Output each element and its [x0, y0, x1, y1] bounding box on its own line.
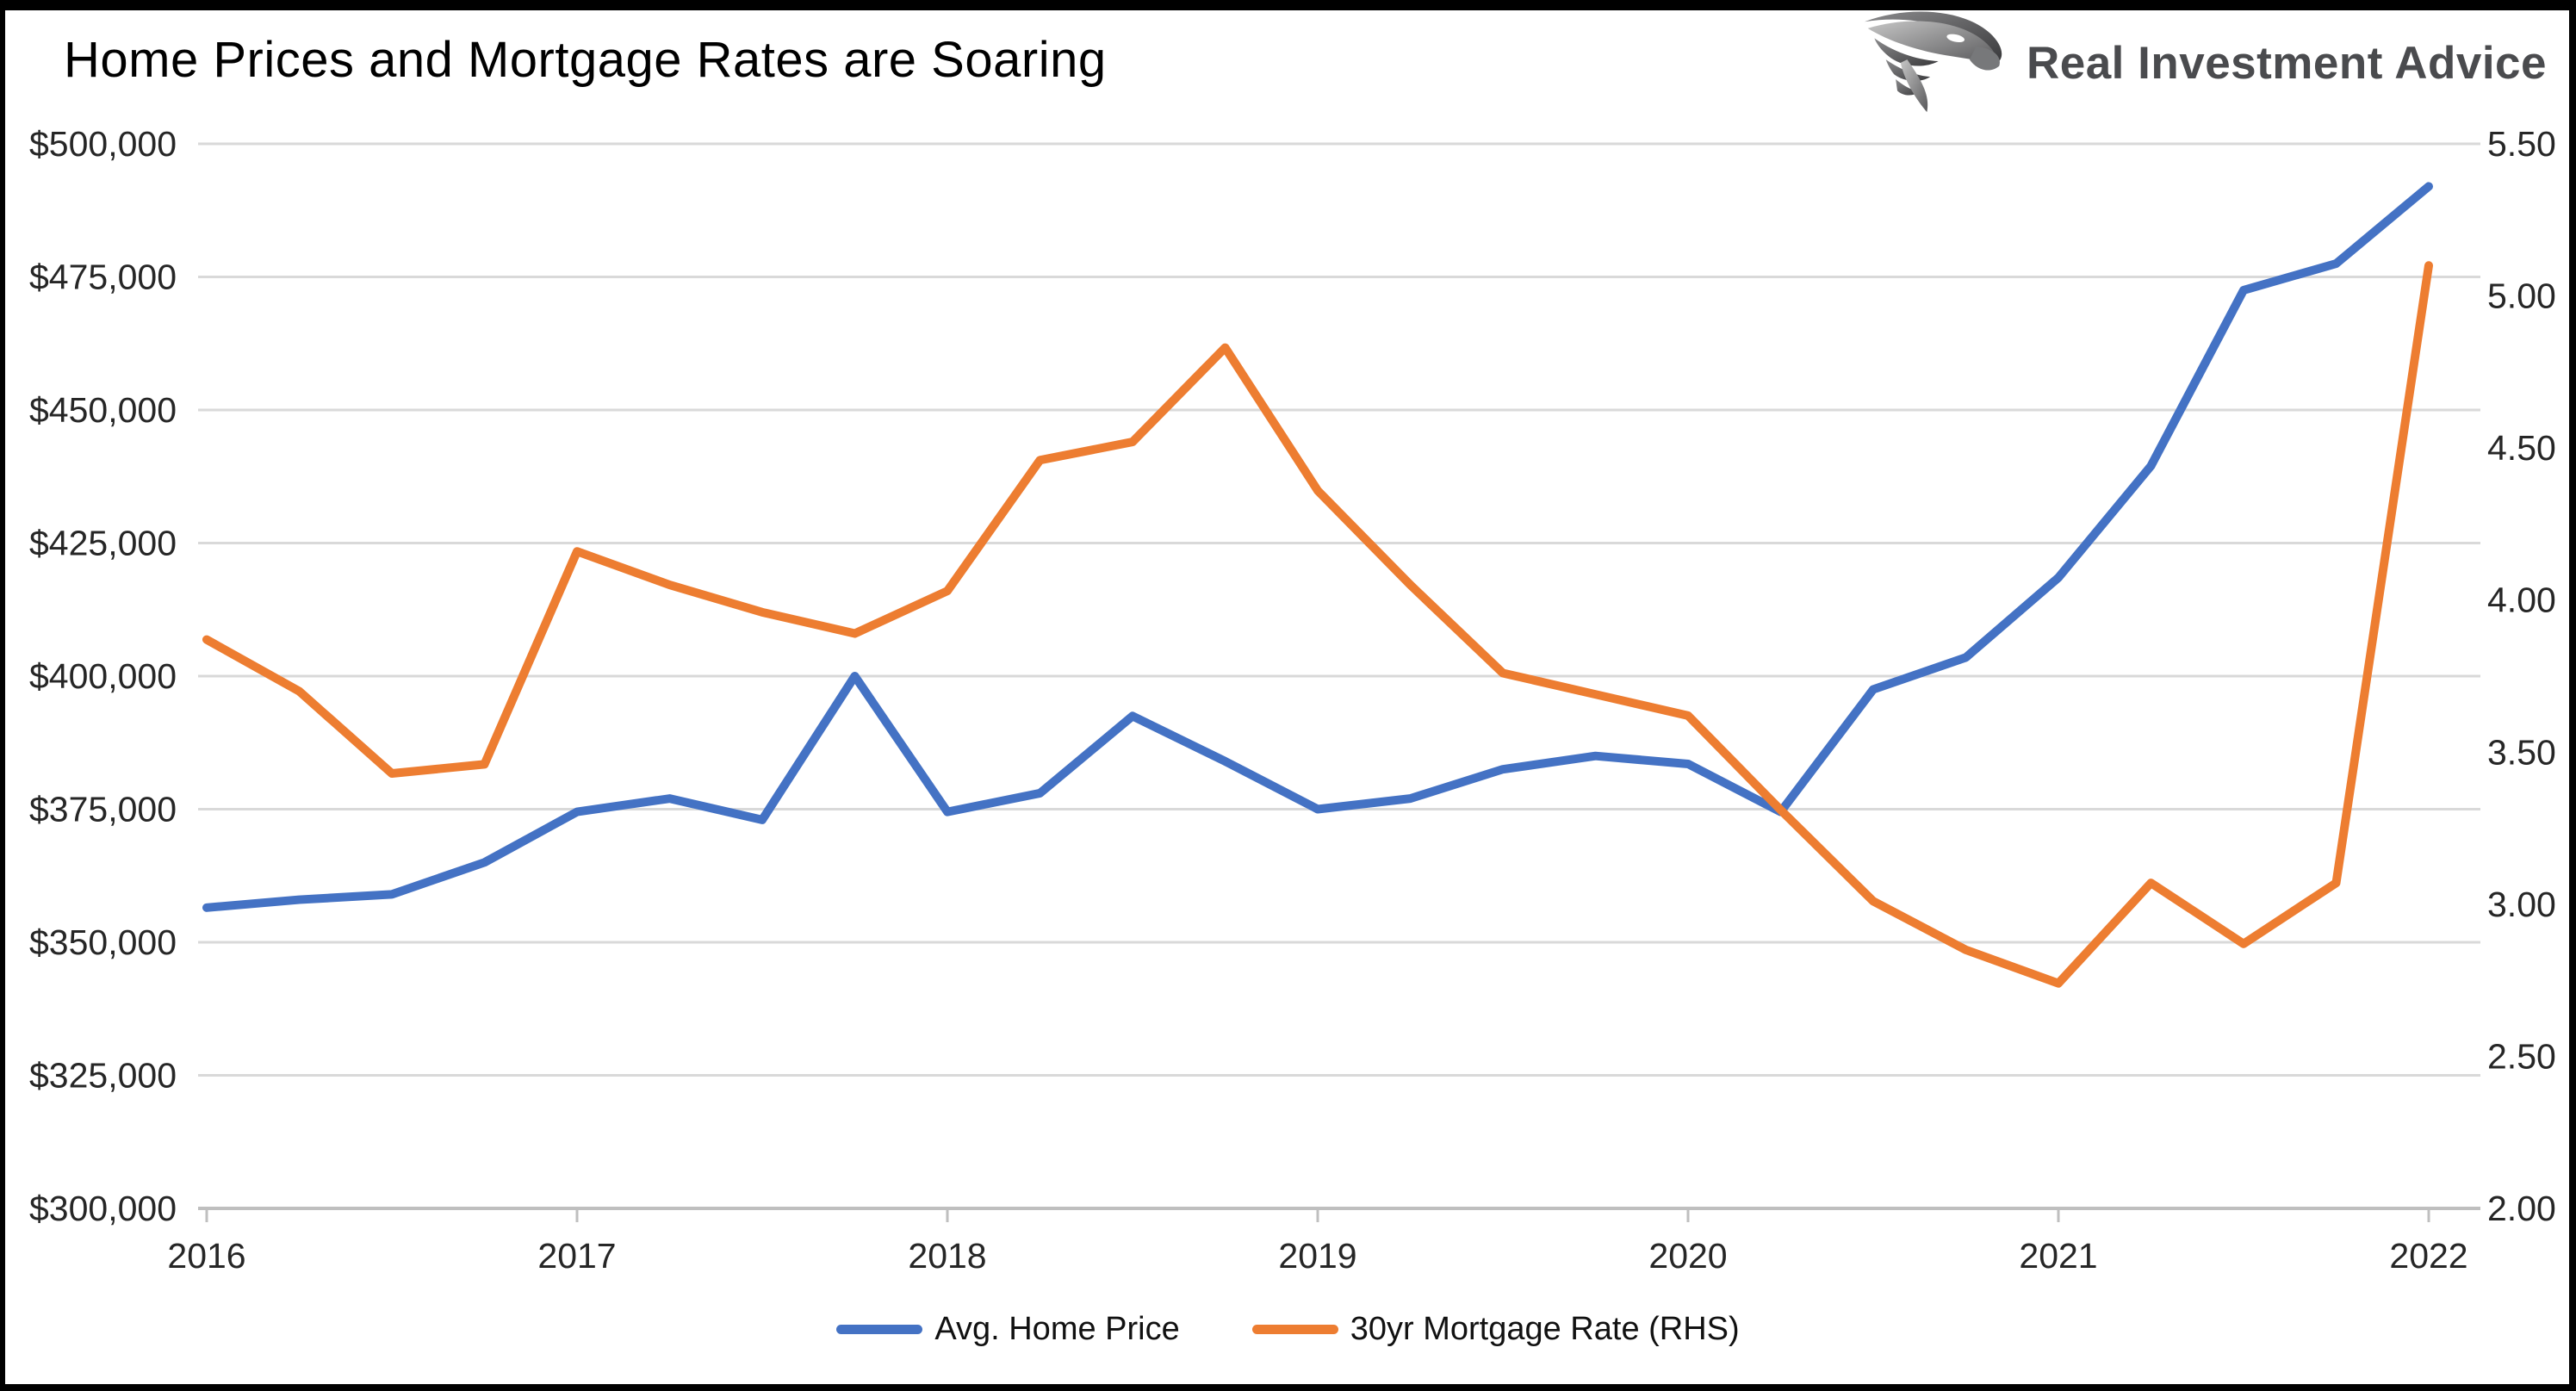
legend-swatch: [836, 1325, 923, 1334]
x-axis-label: 2022: [2389, 1236, 2467, 1276]
x-axis-label: 2017: [537, 1236, 616, 1276]
y-axis-left-label: $300,000: [29, 1189, 177, 1228]
x-axis-label: 2019: [1278, 1236, 1356, 1276]
y-axis-left-label: $325,000: [29, 1056, 177, 1096]
y-axis-right-label: 3.50: [2487, 732, 2556, 772]
brand-name: Real Investment Advice: [2026, 38, 2547, 89]
legend-item-mortgage-rate: 30yr Mortgage Rate (RHS): [1251, 1311, 1740, 1348]
legend-swatch: [1251, 1325, 1338, 1334]
series-line-home-price: [202, 182, 2433, 912]
y-axis-right-label: 5.00: [2487, 276, 2556, 316]
x-axis-label: 2018: [908, 1236, 986, 1276]
y-axis-right-label: 3.00: [2487, 885, 2556, 924]
legend-item-home-price: Avg. Home Price: [836, 1311, 1180, 1348]
y-axis-left-label: $375,000: [29, 790, 177, 829]
y-axis-right-label: 4.00: [2487, 581, 2556, 620]
x-axis-label: 2021: [2019, 1236, 2097, 1276]
y-axis-left-label: $425,000: [29, 524, 177, 563]
x-axis-label: 2020: [1648, 1236, 1727, 1276]
y-axis-right-label: 4.50: [2487, 428, 2556, 468]
y-axis-right-label: 5.50: [2487, 124, 2556, 164]
legend-label: Avg. Home Price: [934, 1311, 1180, 1347]
y-axis-right-label: 2.00: [2487, 1189, 2556, 1228]
y-axis-left-label: $400,000: [29, 656, 177, 696]
x-axis-label: 2016: [167, 1236, 245, 1276]
y-axis-left-label: $500,000: [29, 124, 177, 164]
brand-logo: Real Investment Advice: [1853, 9, 2547, 118]
y-axis-left-label: $450,000: [29, 390, 177, 430]
legend-label: 30yr Mortgage Rate (RHS): [1350, 1311, 1740, 1347]
series-line-mortgage-rate: [202, 261, 2433, 988]
y-axis-right-label: 2.50: [2487, 1036, 2556, 1076]
eagle-logo-icon: [1853, 9, 2013, 118]
chart-title: Home Prices and Mortgage Rates are Soari…: [64, 32, 1107, 88]
chart-legend: Avg. Home Price 30yr Mortgage Rate (RHS): [0, 1311, 2576, 1348]
y-axis-left-label: $350,000: [29, 922, 177, 962]
y-axis-left-label: $475,000: [29, 258, 177, 297]
